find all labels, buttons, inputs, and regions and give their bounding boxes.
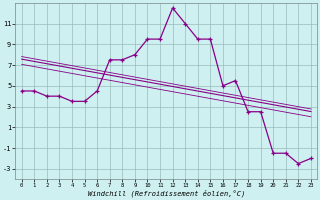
X-axis label: Windchill (Refroidissement éolien,°C): Windchill (Refroidissement éolien,°C) xyxy=(88,190,245,197)
